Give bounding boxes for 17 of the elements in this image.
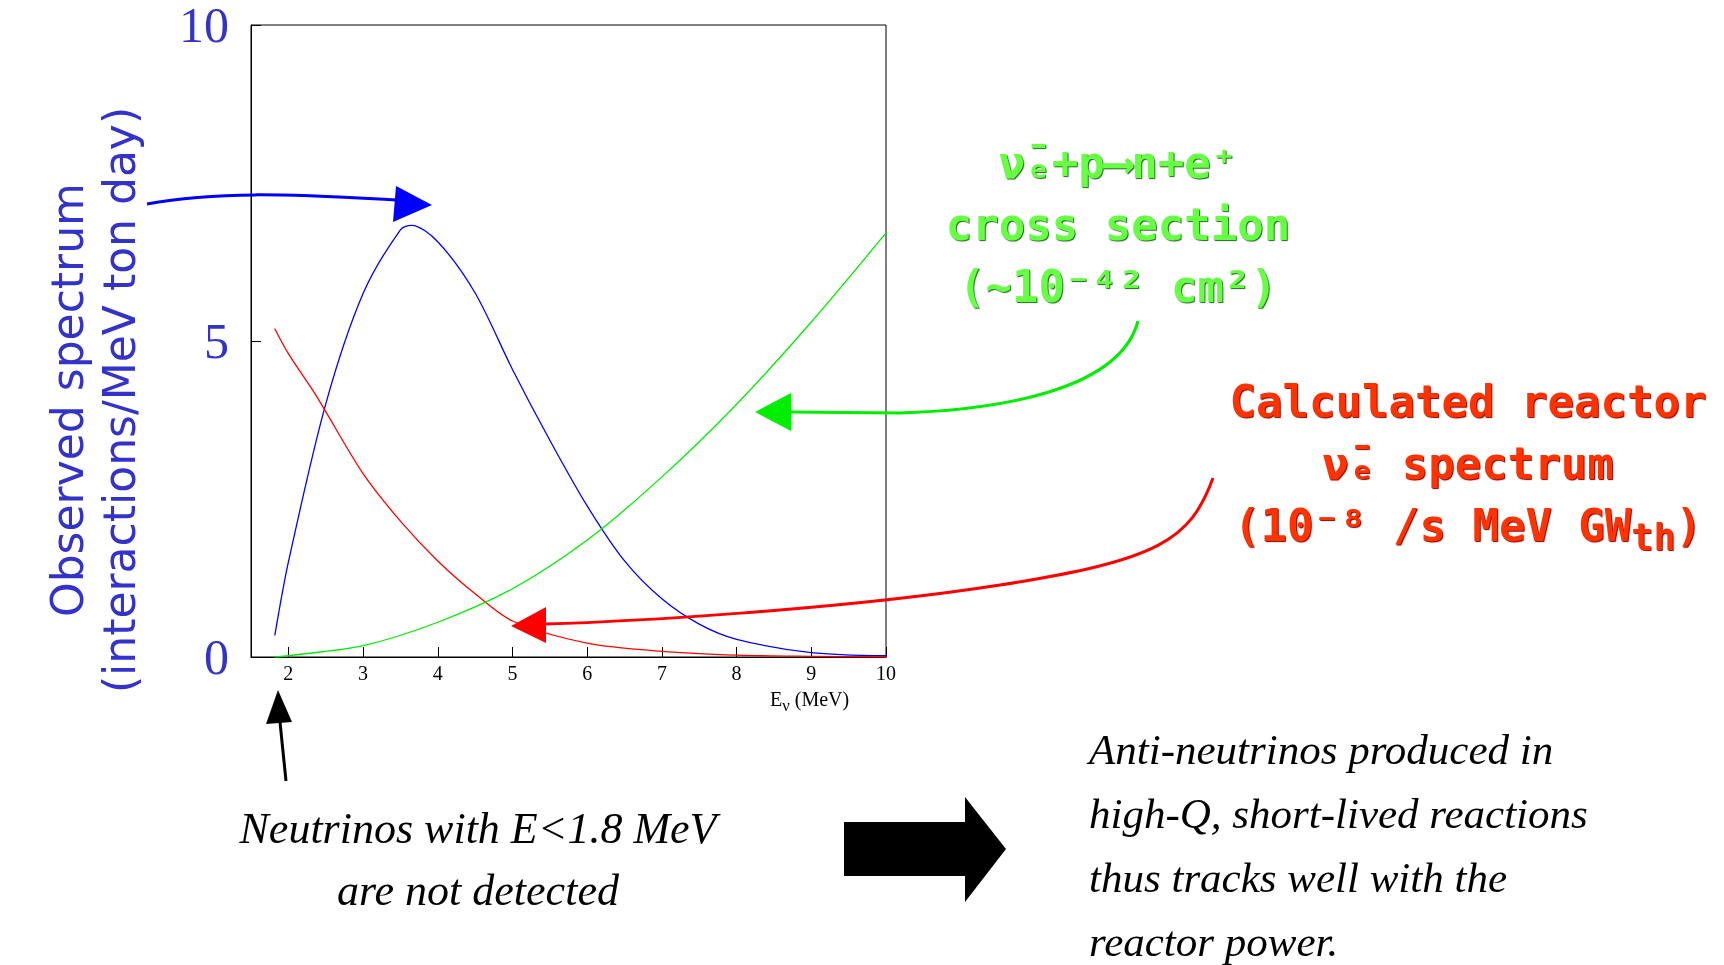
x-tick-label: 8: [731, 662, 742, 684]
y-tick-label: 5: [204, 313, 229, 369]
x-tick-label: 5: [507, 662, 518, 684]
x-tick-label: 7: [656, 662, 667, 684]
line-series: [274, 328, 887, 658]
x-tick-label: 4: [432, 662, 443, 684]
x-tick-label: 2: [283, 662, 294, 684]
x-tick-label: 6: [582, 662, 593, 684]
x-tick-label: 10: [876, 662, 896, 684]
text: Calculated reactor ν̄ₑ spectrum (10⁻⁸ /s MeV GW$_{th}$): [1229, 374, 1707, 562]
x-axis-title: E$_{ν}$ (MeV): [770, 688, 850, 716]
series-label: ν̄ₑ+p⟶n+e⁺ cross section (~10⁻⁴² cm²): [945, 136, 1291, 314]
y-axis-title: Observed spectrum (interactions/MeV ton day): [42, 106, 146, 694]
y-tick-label: 10: [179, 0, 229, 53]
y-tick-label: 0: [204, 629, 229, 685]
x-tick-label: 3: [358, 662, 369, 684]
x-tick-label: 9: [806, 662, 817, 684]
